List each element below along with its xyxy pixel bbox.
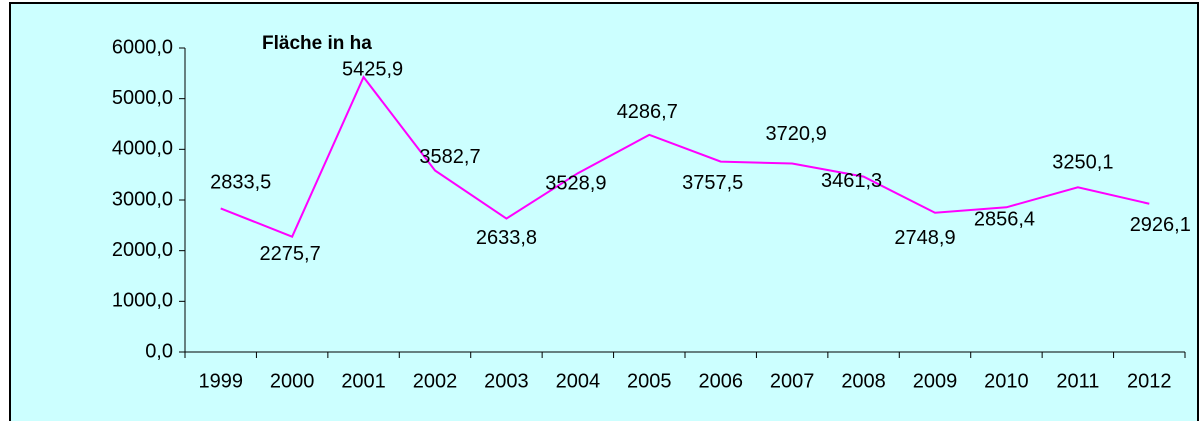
y-tick-label: 1000,0 — [112, 290, 173, 312]
data-label: 2275,7 — [260, 243, 321, 265]
x-tick-label: 2005 — [627, 370, 672, 392]
x-tick-label: 2007 — [770, 370, 815, 392]
data-label: 2748,9 — [894, 227, 955, 249]
data-label: 3582,7 — [419, 146, 480, 168]
x-tick-label: 2009 — [913, 370, 958, 392]
x-tick-label: 2000 — [270, 370, 315, 392]
data-label: 3757,5 — [682, 172, 743, 194]
x-tick-label: 2012 — [1127, 370, 1172, 392]
data-label: 3461,3 — [821, 170, 882, 192]
data-label: 2926,1 — [1130, 214, 1191, 236]
y-tick-label: 5000,0 — [112, 87, 173, 109]
data-label: 2833,5 — [210, 172, 271, 194]
x-tick-label: 2001 — [341, 370, 386, 392]
y-tick-label: 0,0 — [145, 340, 173, 362]
y-tick-label: 3000,0 — [112, 188, 173, 210]
data-label: 4286,7 — [617, 101, 678, 123]
x-tick-label: 2011 — [1056, 370, 1099, 392]
data-label: 3528,9 — [545, 172, 606, 194]
x-tick-label: 2003 — [484, 370, 529, 392]
data-label: 2856,4 — [974, 209, 1035, 231]
data-label: 5425,9 — [342, 58, 403, 80]
y-tick-label: 2000,0 — [112, 239, 173, 261]
x-tick-label: 2004 — [556, 370, 601, 392]
x-tick-label: 2008 — [841, 370, 886, 392]
data-label: 3250,1 — [1052, 152, 1113, 174]
x-tick-label: 1999 — [198, 370, 243, 392]
chart-title: Fläche in ha — [262, 33, 372, 54]
x-tick-label: 2006 — [698, 370, 743, 392]
x-tick-label: 2010 — [984, 370, 1029, 392]
y-tick-label: 6000,0 — [112, 36, 173, 58]
y-tick-label: 4000,0 — [112, 138, 173, 160]
data-label: 3720,9 — [766, 123, 827, 145]
data-label: 2633,8 — [476, 227, 537, 249]
chart-background — [9, 2, 1199, 421]
x-tick-label: 2002 — [413, 370, 458, 392]
series-line — [220, 75, 1150, 238]
